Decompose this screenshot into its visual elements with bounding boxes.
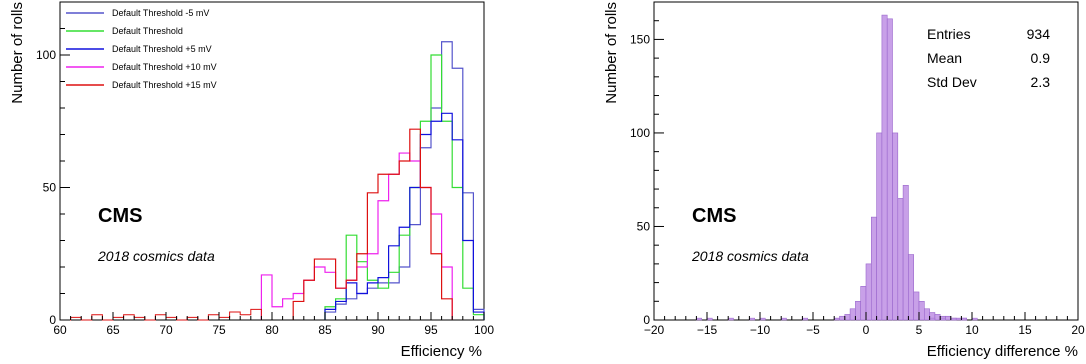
left-x-ticks: 60 65 70 75 80 85 90 95 100	[53, 312, 494, 337]
right-tail-bar	[971, 317, 978, 321]
left-x-tick-label: 65	[106, 323, 120, 337]
right-hist-bar	[844, 314, 851, 321]
right-x-tick-label: −5	[806, 323, 820, 337]
right-x-tick-label: −10	[750, 323, 771, 337]
right-x-tick-label: 0	[863, 323, 870, 337]
right-y-ticks: 0 50 100 150	[630, 20, 664, 327]
right-y-tick-label: 0	[643, 313, 650, 327]
right-tail-bar	[961, 317, 967, 321]
right-hist-bar	[955, 317, 962, 321]
right-hist-bar	[855, 300, 862, 321]
right-tail-bar	[950, 317, 957, 321]
stats-box: Entries 934 Mean 0.9 Std Dev 2.3	[927, 26, 1050, 90]
left-series-0	[324, 41, 485, 320]
legend-label: Default Threshold +10 mV	[112, 62, 217, 72]
right-histogram	[696, 14, 978, 321]
right-y-axis-label: Number of rolls	[603, 2, 620, 104]
left-y-axis-label: Number of rolls	[9, 2, 26, 104]
stat-value: 934	[1027, 26, 1051, 42]
left-x-tick-label: 75	[212, 323, 226, 337]
left-x-tick-label: 60	[53, 323, 67, 337]
right-x-tick-label: −15	[697, 323, 718, 337]
left-dataset-label: 2018 cosmics data	[97, 248, 215, 264]
left-x-tick-label: 100	[474, 323, 494, 337]
left-x-axis-label: Efficiency %	[401, 343, 482, 360]
stat-value: 2.3	[1031, 74, 1051, 90]
right-hist-bar	[833, 317, 840, 321]
right-x-tick-label: 10	[965, 323, 979, 337]
stat-value: 0.9	[1031, 50, 1051, 66]
right-hist-bar	[902, 185, 909, 321]
right-tail-bar	[727, 317, 734, 321]
right-hist-bar	[934, 314, 941, 321]
right-hist-bar	[923, 308, 930, 321]
left-series-2	[324, 112, 485, 320]
right-tail-bar	[939, 317, 946, 321]
left-x-tick-label: 90	[371, 323, 385, 337]
right-hist-bar	[876, 132, 883, 321]
right-tail-bar	[696, 317, 702, 321]
left-x-tick-label: 85	[318, 323, 332, 337]
left-series-1	[324, 54, 485, 320]
right-hist-bar	[913, 291, 920, 321]
stat-label: Mean	[927, 50, 962, 66]
right-tail-bar	[706, 317, 713, 321]
legend-label: Default Threshold +15 mV	[112, 80, 217, 90]
right-tail-bar	[929, 317, 936, 321]
right-tail-bar	[780, 317, 787, 321]
left-legend: Default Threshold -5 mV Default Threshold…	[66, 8, 217, 90]
legend-label: Default Threshold	[112, 26, 183, 36]
legend-label: Default Threshold -5 mV	[112, 8, 209, 18]
right-tail-bar	[802, 317, 808, 321]
right-hist-bar	[881, 14, 888, 321]
right-hist-bar	[908, 254, 915, 321]
right-dataset-label: 2018 cosmics data	[691, 248, 809, 264]
right-y-tick-label: 150	[630, 32, 650, 46]
stat-label: Entries	[927, 26, 971, 42]
stat-label: Std Dev	[927, 74, 977, 90]
right-panel: −20 −15 −10 −5 0 5 10 15 20 0 50 100 150 Efficiency…	[603, 1, 1085, 360]
right-x-tick-label: 20	[1071, 323, 1085, 337]
left-y-tick-label: 50	[43, 181, 57, 195]
left-cms-label: CMS	[98, 205, 142, 227]
right-x-tick-label: −20	[644, 323, 665, 337]
right-hist-bar	[865, 263, 872, 321]
right-hist-bar	[849, 308, 856, 321]
right-hist-bar	[897, 198, 904, 321]
right-x-tick-label: 5	[916, 323, 923, 337]
right-hist-bar	[870, 216, 877, 321]
right-hist-bar	[892, 132, 899, 321]
left-x-tick-label: 80	[265, 323, 279, 337]
left-low-tail	[60, 308, 262, 321]
right-tail-bar	[759, 317, 766, 321]
right-x-axis-label: Efficiency difference %	[927, 343, 1078, 360]
right-x-ticks: −20 −15 −10 −5 0 5 10 15 20	[644, 312, 1085, 337]
right-y-tick-label: 50	[637, 219, 651, 233]
left-histograms	[60, 41, 485, 321]
right-hist-bar	[886, 18, 893, 321]
right-hist-bar	[839, 315, 846, 321]
left-y-tick-label: 100	[36, 48, 56, 62]
right-tail-bar	[749, 317, 755, 321]
right-hist-bar	[860, 286, 867, 321]
left-y-tick-label: 0	[49, 313, 56, 327]
left-y-ticks: 0 50 100	[36, 28, 70, 327]
left-x-tick-label: 70	[159, 323, 173, 337]
left-series-4	[292, 128, 453, 320]
right-hist-bar	[945, 315, 952, 321]
right-hist-bar	[918, 300, 925, 321]
right-y-tick-label: 100	[630, 126, 650, 140]
right-x-tick-label: 15	[1018, 323, 1032, 337]
right-cms-label: CMS	[692, 205, 736, 227]
legend-label: Default Threshold +5 mV	[112, 44, 212, 54]
left-x-tick-label: 95	[424, 323, 438, 337]
